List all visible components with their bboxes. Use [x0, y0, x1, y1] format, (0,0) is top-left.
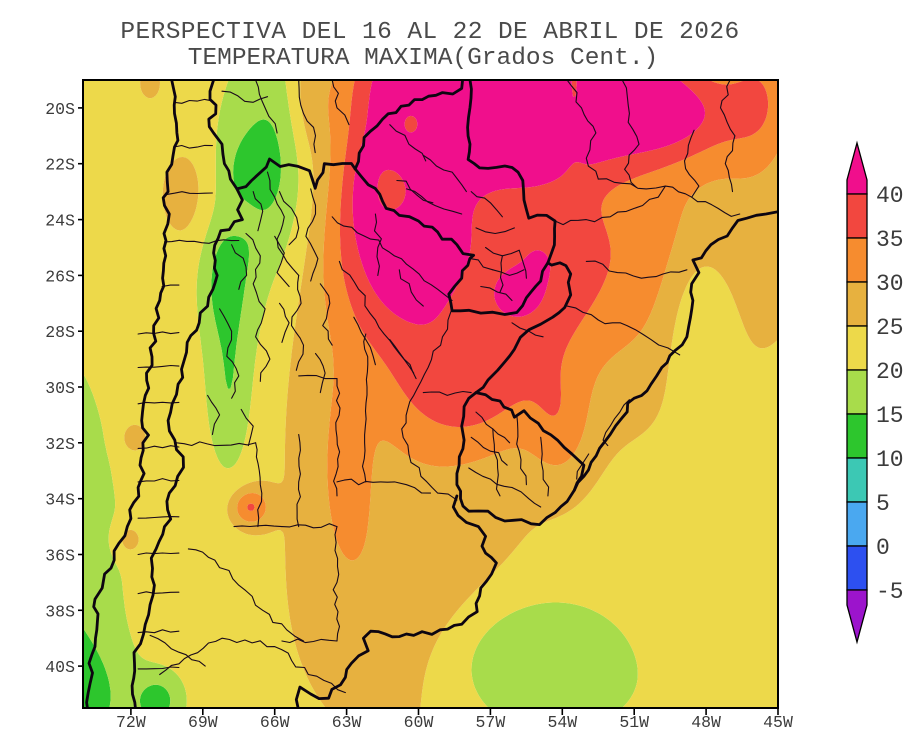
- svg-text:35: 35: [876, 227, 904, 253]
- svg-text:30: 30: [876, 271, 904, 297]
- svg-text:25: 25: [876, 315, 904, 341]
- svg-text:26S: 26S: [45, 267, 75, 286]
- svg-text:38S: 38S: [45, 602, 75, 621]
- svg-text:34S: 34S: [45, 491, 75, 510]
- svg-text:5: 5: [876, 491, 890, 517]
- svg-text:0: 0: [876, 535, 890, 561]
- svg-text:28S: 28S: [45, 323, 75, 342]
- svg-text:32S: 32S: [45, 435, 75, 454]
- svg-text:22S: 22S: [45, 156, 75, 175]
- svg-text:45W: 45W: [763, 713, 793, 732]
- svg-text:24S: 24S: [45, 212, 75, 231]
- svg-text:30S: 30S: [45, 379, 75, 398]
- svg-text:57W: 57W: [476, 713, 506, 732]
- svg-text:10: 10: [876, 447, 904, 473]
- svg-text:TEMPERATURA MAXIMA(Grados Cent: TEMPERATURA MAXIMA(Grados Cent.): [188, 45, 658, 72]
- svg-text:PERSPECTIVA DEL 16 AL 22 DE AB: PERSPECTIVA DEL 16 AL 22 DE ABRIL DE 202…: [120, 19, 739, 46]
- svg-text:54W: 54W: [547, 713, 577, 732]
- svg-text:-5: -5: [876, 579, 904, 605]
- svg-text:66W: 66W: [260, 713, 290, 732]
- svg-text:20: 20: [876, 359, 904, 385]
- svg-text:60W: 60W: [404, 713, 434, 732]
- svg-text:36S: 36S: [45, 547, 75, 566]
- svg-text:63W: 63W: [332, 713, 362, 732]
- svg-text:69W: 69W: [188, 713, 218, 732]
- svg-text:40: 40: [876, 183, 904, 209]
- svg-text:15: 15: [876, 403, 904, 429]
- svg-text:51W: 51W: [619, 713, 649, 732]
- svg-text:72W: 72W: [116, 713, 146, 732]
- svg-text:48W: 48W: [691, 713, 721, 732]
- svg-text:40S: 40S: [45, 658, 75, 677]
- svg-text:20S: 20S: [45, 100, 75, 119]
